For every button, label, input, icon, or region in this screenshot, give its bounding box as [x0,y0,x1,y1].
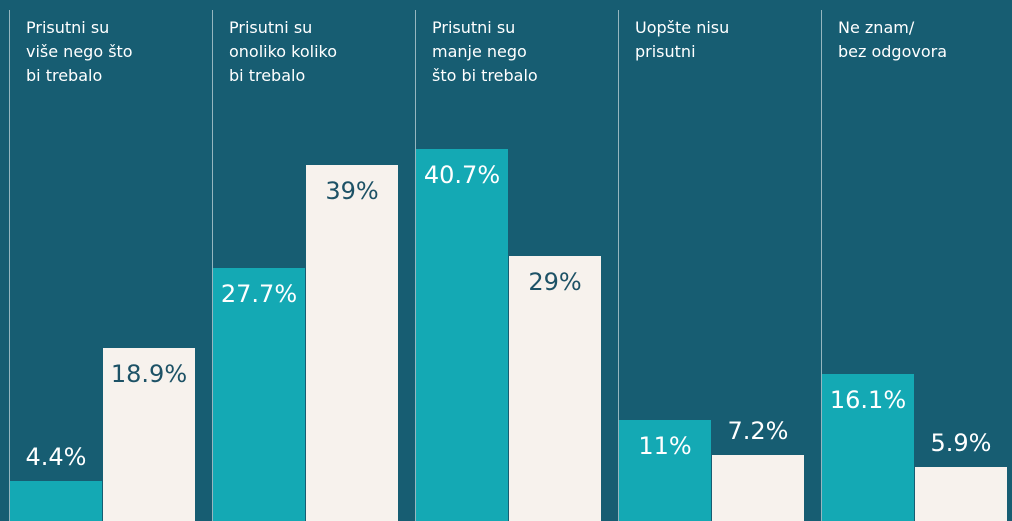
value-label: 39% [325,176,379,205]
value-label: 40.7% [423,160,501,189]
bar [509,255,601,521]
category-label: Ne znam/ bez odgovora [838,18,948,61]
value-label: 29% [528,267,582,296]
bar [213,267,305,521]
category-label: Prisutni su onoliko koliko bi trebalo [229,18,338,85]
bar [915,467,1007,521]
bar [10,480,102,521]
separator [415,10,416,521]
separator [9,10,10,521]
separator [821,10,822,521]
bar [712,455,804,521]
value-label: 7.2% [727,417,789,446]
separator [618,10,619,521]
separator [212,10,213,521]
bar [619,420,711,521]
bar [822,373,914,521]
value-label: 11% [638,432,692,461]
value-label: 27.7% [220,279,298,308]
value-label: 16.1% [829,385,907,414]
bar [103,348,195,521]
category-label: Uopšte nisu prisutni [635,18,730,61]
value-label: 18.9% [110,360,188,389]
value-label: 4.4% [25,442,87,471]
bar [306,164,398,521]
value-label: 5.9% [930,429,992,458]
bar [416,149,508,521]
category-label: Prisutni su više nego što bi trebalo [26,18,133,85]
category-label: Prisutni su manje nego što bi trebalo [432,18,538,85]
